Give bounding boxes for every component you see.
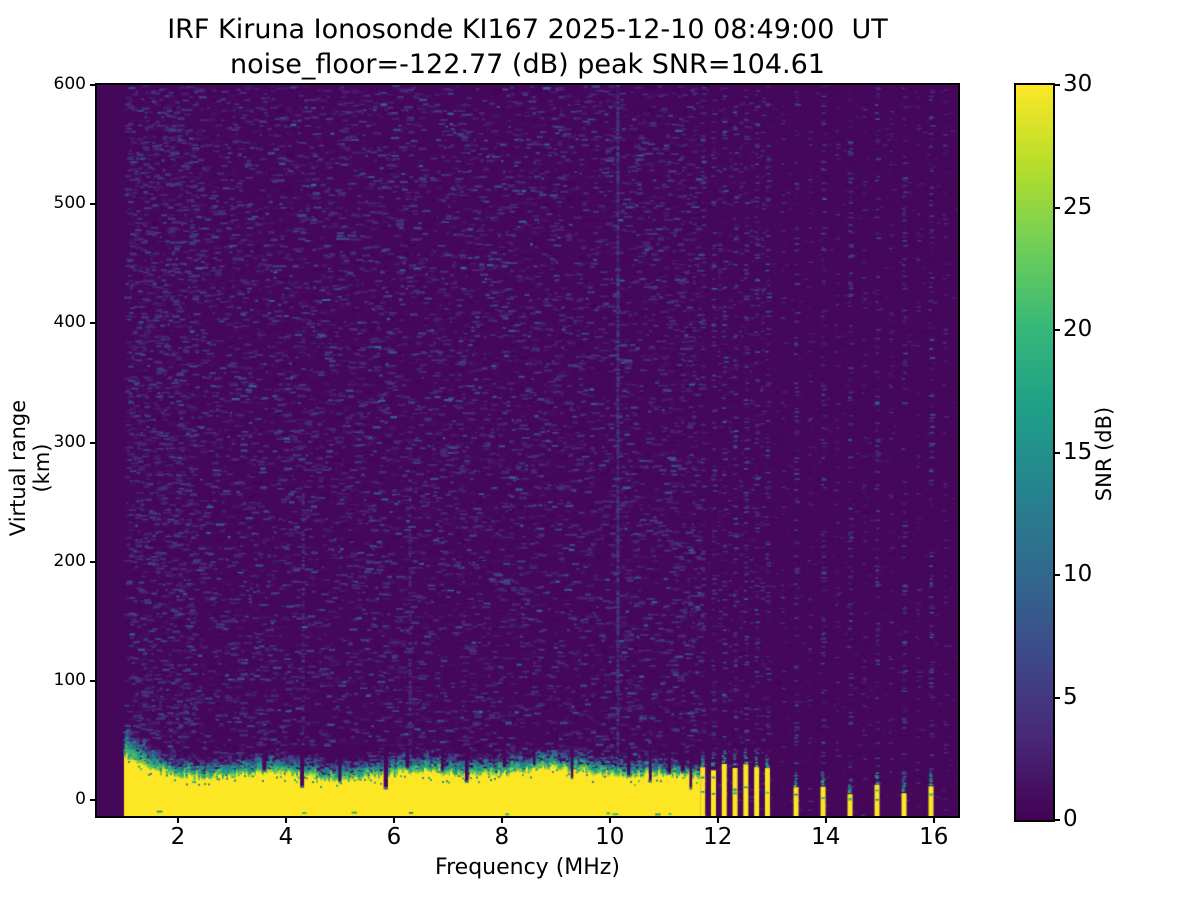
x-tick-label: 6	[386, 824, 402, 850]
y-tick-label: 0	[75, 789, 86, 810]
colorbar-tick-label: 10	[1063, 561, 1093, 587]
y-tick-label: 200	[53, 550, 86, 571]
chart-subtitle: noise_floor=-122.77 (dB) peak SNR=104.61	[230, 49, 825, 80]
colorbar-tick-label: 25	[1063, 193, 1093, 220]
colorbar-tick-label: 0	[1063, 806, 1078, 832]
x-tick-label: 12	[703, 824, 733, 850]
colorbar-tick-label: 5	[1063, 683, 1078, 710]
y-tick-label: 400	[53, 312, 86, 333]
x-tick-label: 8	[494, 824, 510, 850]
y-tick-label: 600	[53, 74, 86, 94]
x-tick	[176, 818, 179, 823]
x-tick-label: 10	[595, 824, 625, 850]
y-axis-label: Virtual range (km)	[6, 399, 54, 537]
x-tick	[716, 818, 719, 823]
colorbar-tick	[1055, 819, 1060, 821]
y-tick	[90, 680, 95, 683]
x-tick-label: 2	[170, 824, 186, 850]
heatmap-canvas	[97, 85, 958, 816]
colorbar-tick-label: 30	[1063, 71, 1093, 97]
y-tick	[90, 441, 95, 444]
colorbar-tick	[1055, 84, 1060, 86]
x-tick-label: 16	[919, 824, 949, 850]
y-tick	[90, 560, 95, 563]
colorbar-tick	[1055, 451, 1060, 454]
x-tick	[500, 818, 503, 823]
colorbar-tick	[1055, 696, 1060, 699]
plot-frame	[95, 83, 960, 818]
colorbar-label: SNR (dB)	[1092, 406, 1116, 502]
y-tick	[90, 203, 95, 206]
colorbar-tick-label: 15	[1063, 438, 1093, 465]
y-tick	[90, 322, 95, 325]
colorbar-tick	[1055, 206, 1060, 209]
x-axis-label: Frequency (MHz)	[435, 855, 620, 880]
y-tick-label: 100	[53, 670, 86, 691]
colorbar	[1014, 83, 1055, 822]
x-tick-label: 4	[278, 824, 294, 850]
x-tick-label: 14	[811, 824, 841, 850]
y-tick-label: 500	[53, 193, 86, 214]
y-tick-label: 300	[53, 431, 86, 452]
x-tick	[932, 818, 935, 823]
colorbar-tick-label: 20	[1063, 316, 1093, 342]
y-tick	[90, 84, 95, 86]
x-tick	[608, 818, 611, 823]
colorbar-gradient	[1016, 85, 1053, 820]
x-tick	[284, 818, 287, 823]
colorbar-tick	[1055, 329, 1060, 331]
x-tick	[392, 818, 395, 823]
chart-title: IRF Kiruna Ionosonde KI167 2025-12-10 08…	[167, 14, 888, 45]
y-tick	[90, 799, 95, 802]
colorbar-tick	[1055, 574, 1060, 576]
x-tick	[824, 818, 827, 823]
